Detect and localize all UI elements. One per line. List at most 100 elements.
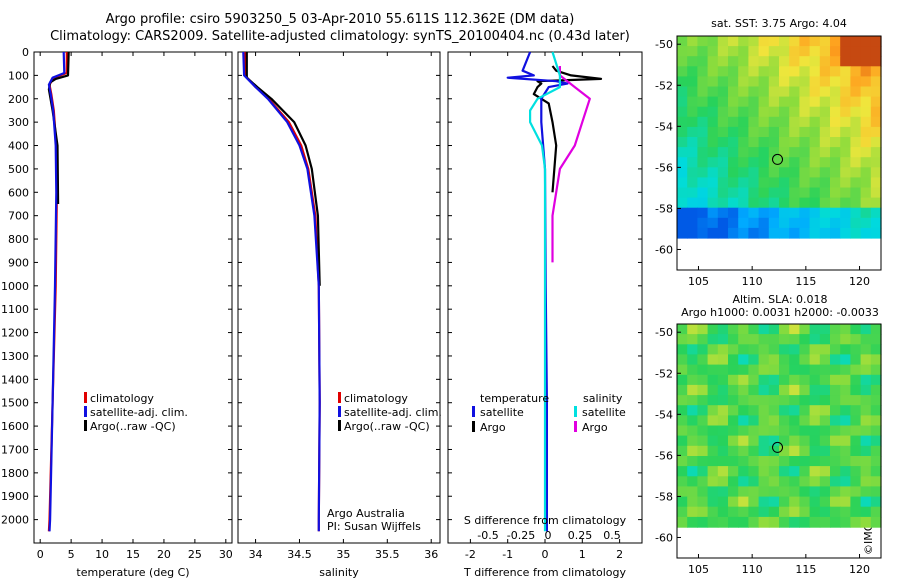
sst-map-cell	[748, 157, 760, 168]
sla-map-cell	[809, 374, 821, 386]
sst-map-cell	[870, 137, 882, 148]
sla-map-cell	[850, 384, 862, 396]
sst-map-cell	[748, 66, 760, 77]
sla-map-cell	[768, 486, 780, 498]
sla-map-cell	[707, 344, 719, 356]
sla-map-cell	[768, 466, 780, 477]
sst-map-cell	[738, 46, 749, 57]
sst-map-cell	[687, 66, 698, 77]
sst-map-cell	[697, 227, 709, 239]
sla-map-cell	[687, 324, 698, 335]
sla-map-cell	[779, 506, 790, 518]
sst-map-cell	[819, 227, 831, 239]
depth-tick-label: 1600	[1, 420, 29, 433]
salinity-profile-xtick-label: 34.5	[287, 548, 312, 561]
sla-map-cell	[789, 466, 800, 477]
sla-map-cell	[717, 496, 729, 508]
sla-map-cell	[819, 395, 831, 406]
sla-map-cell	[758, 324, 770, 335]
sla-map-cell	[840, 324, 851, 335]
sla-map-cell	[717, 395, 729, 406]
sst-map-cell	[707, 177, 719, 189]
sla-map-cell	[819, 324, 831, 335]
difference-profile-series-salinity-argo	[551, 66, 591, 263]
sst-map-cell	[809, 76, 821, 88]
sla-map-cell	[789, 344, 800, 356]
depth-tick-label: 1300	[1, 350, 29, 363]
sst-map-cell	[697, 116, 709, 128]
sst-map-cell	[707, 86, 719, 98]
sla-map-cell	[850, 354, 862, 366]
sla-map-cell	[850, 395, 862, 406]
sst-map-cell	[850, 46, 862, 57]
sst-map-cell	[860, 126, 872, 138]
sst-map-cell	[830, 147, 841, 158]
sst-map-cell	[768, 137, 780, 148]
sla-map-cell	[840, 384, 851, 396]
sst-map-cell	[748, 116, 760, 128]
sla-map-title: Altim. SLA: 0.018	[732, 293, 828, 306]
sla-map-xtick-label: 110	[742, 563, 763, 576]
sla-map-cell	[728, 324, 739, 335]
sst-map-cell	[717, 217, 729, 229]
sla-map-cell	[819, 405, 831, 416]
sla-map-cell	[830, 476, 841, 488]
sst-map-cell	[850, 157, 862, 168]
sla-map-cell	[860, 476, 872, 488]
sst-map-cell	[850, 147, 862, 158]
sst-map-cell	[697, 187, 709, 199]
sla-map-cell	[870, 405, 882, 416]
sst-map-cell	[697, 147, 709, 158]
sla-map-cell	[799, 456, 811, 467]
sla-map-ytick-label: -60	[655, 531, 673, 544]
sst-map-cell	[687, 76, 698, 88]
sla-map-cell	[809, 506, 821, 518]
sla-map-cell	[799, 425, 811, 437]
sla-map-cell	[758, 384, 770, 396]
depth-tick-label: 0	[22, 46, 29, 59]
sla-map-cell	[870, 456, 882, 467]
sla-map-cell	[717, 374, 729, 386]
sst-map-cell	[687, 56, 698, 67]
sla-map-cell	[677, 445, 688, 457]
depth-tick-label: 1700	[1, 443, 29, 456]
sst-map-cell	[860, 36, 872, 47]
sst-map-cell	[768, 207, 780, 219]
sst-map-cell	[738, 36, 749, 47]
sla-map-cell	[738, 516, 749, 528]
sla-map-cell	[748, 456, 760, 467]
temperature-profile-xlabel: temperature (deg C)	[76, 566, 189, 579]
sst-map-cell	[789, 137, 800, 148]
sst-map-cell	[738, 116, 749, 128]
sst-map-cell	[809, 106, 821, 118]
sst-map-cell	[738, 137, 749, 148]
sst-map-cell	[707, 126, 719, 138]
sst-map-cell	[860, 106, 872, 118]
sla-map-cell	[748, 466, 760, 477]
sst-map-cell	[748, 76, 760, 88]
sla-map-cell	[870, 445, 882, 457]
sst-map-cell	[850, 137, 862, 148]
sla-map-cell	[840, 496, 851, 508]
difference-profile-series-salinity-satellite	[528, 51, 562, 532]
sla-map-cell	[779, 324, 790, 335]
sst-map-cell	[707, 46, 719, 57]
sst-map-cell	[707, 147, 719, 158]
sla-map-cell	[768, 456, 780, 467]
sst-map-cell	[768, 36, 780, 47]
sla-map-cell	[840, 354, 851, 366]
sst-map-cell	[768, 217, 780, 229]
sst-map-cell	[840, 76, 851, 88]
sla-map-cell	[789, 476, 800, 488]
sst-map-cell	[738, 207, 749, 219]
sst-map-cell	[830, 36, 841, 47]
sla-map-cell	[809, 496, 821, 508]
sst-map-cell	[819, 217, 831, 229]
sla-map-cell	[687, 425, 698, 437]
sst-map-cell	[870, 106, 882, 118]
sla-map-cell	[870, 354, 882, 366]
sst-map-cell	[799, 36, 811, 47]
sst-map-cell	[789, 207, 800, 219]
sla-map-cell	[677, 405, 688, 416]
sst-map-cell	[789, 96, 800, 108]
